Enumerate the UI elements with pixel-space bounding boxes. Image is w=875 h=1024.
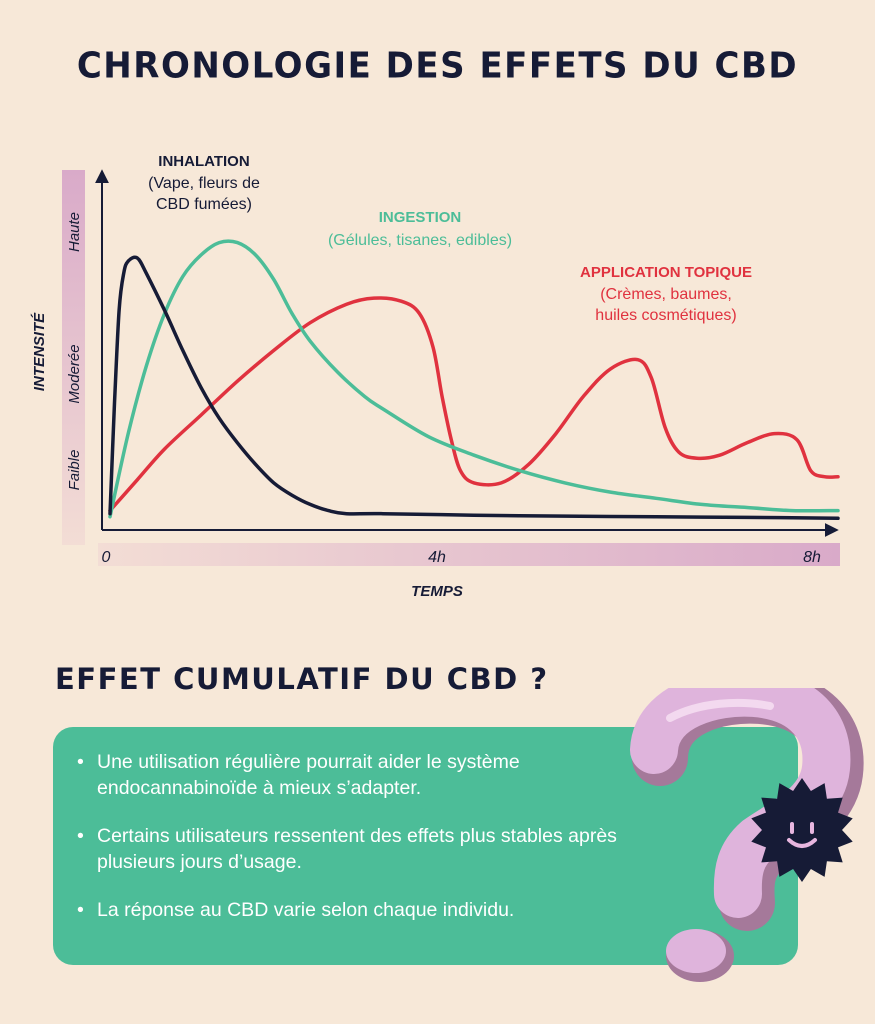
legend-topical-name: APPLICATION TOPIQUE (580, 264, 752, 281)
y-level-label: Faible (66, 450, 83, 491)
y-axis-label: INTENSITÉ (31, 312, 48, 391)
bullet-item: La réponse au CBD varie selon chaque ind… (77, 897, 637, 923)
legend-ingestion-desc: (Gélules, tisanes, edibles) (328, 232, 512, 249)
y-level-label: Moderée (66, 344, 83, 403)
x-tick-label: 8h (803, 549, 821, 566)
x-time-band (98, 543, 840, 566)
series-line-ingestion (108, 239, 840, 519)
section-title: EFFET CUMULATIF DU CBD ? (55, 662, 549, 696)
legend-ingestion-name: INGESTION (379, 209, 462, 226)
x-tick-labels: 0 4h 8h (102, 549, 821, 566)
y-level-labels: Faible Moderée Haute (66, 212, 83, 490)
x-tick-label: 0 (102, 549, 111, 566)
bullet-item: Certains utilisateurs ressentent des eff… (77, 823, 637, 875)
legend-inhalation-desc-2: CBD fumées) (156, 196, 252, 213)
question-mark-icon (630, 688, 864, 982)
series-line-inhalation (108, 255, 840, 521)
bullet-list: Une utilisation régulière pourrait aider… (53, 727, 637, 923)
x-tick-label: 4h (428, 549, 446, 566)
smiley-star-icon (751, 778, 853, 882)
legend-inhalation-name: INHALATION (158, 153, 249, 170)
y-level-label: Haute (66, 212, 83, 252)
y-intensity-band (62, 170, 85, 545)
cbd-effects-chart: Faible Moderée Haute INTENSITÉ 0 4h 8h TEMPS… (31, 153, 840, 600)
x-axis-label: TEMPS (411, 583, 463, 600)
page-title: CHRONOLOGIE DES EFFETS DU CBD (76, 45, 799, 87)
bullet-item: Une utilisation régulière pourrait aider… (77, 749, 637, 801)
legend-topical-desc-2: huiles cosmétiques) (595, 307, 736, 324)
info-card: Une utilisation régulière pourrait aider… (53, 727, 798, 965)
series-line-application-topique (108, 296, 840, 513)
legend-inhalation-desc-1: (Vape, fleurs de (148, 175, 260, 192)
legend-topical-desc-1: (Crèmes, baumes, (600, 286, 732, 303)
